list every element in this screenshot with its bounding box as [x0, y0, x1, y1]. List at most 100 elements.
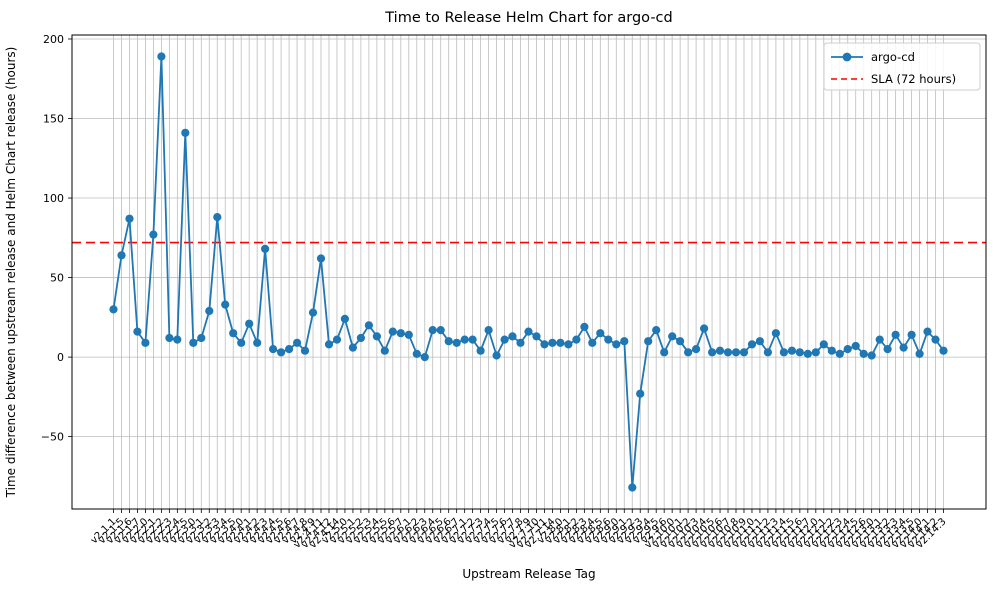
series-group: [109, 52, 948, 492]
y-tick-label: −50: [41, 430, 64, 443]
data-point-marker: [109, 305, 118, 314]
plot-border: [71, 34, 987, 510]
data-point-marker: [492, 351, 501, 360]
data-point-marker: [245, 319, 254, 328]
data-point-marker: [269, 345, 278, 354]
data-point-marker: [644, 337, 653, 346]
data-point-marker: [277, 348, 286, 357]
data-point-marker: [731, 348, 741, 357]
data-point-marker: [771, 329, 781, 338]
data-point-marker: [875, 335, 884, 344]
data-point-marker: [819, 340, 828, 349]
legend-series-label: argo-cd: [871, 50, 915, 64]
data-point-marker: [133, 327, 142, 336]
data-point-marker: [668, 332, 677, 341]
data-point-marker: [676, 337, 685, 346]
data-point-marker: [149, 230, 158, 239]
data-point-marker: [795, 348, 804, 357]
data-point-marker: [835, 349, 844, 358]
data-point-marker: [708, 348, 717, 357]
data-point-marker: [660, 348, 669, 357]
data-point-marker: [388, 327, 397, 336]
y-axis-label: Time difference between upstream release…: [4, 47, 18, 499]
chart-title: Time to Release Helm Chart for argo-cd: [384, 10, 672, 26]
data-point-marker: [723, 348, 733, 357]
data-point-marker: [181, 128, 190, 137]
data-point-marker: [700, 324, 709, 333]
data-point-marker: [851, 341, 860, 351]
data-point-marker: [221, 300, 230, 309]
data-point-marker: [596, 329, 605, 338]
data-point-marker: [412, 349, 421, 358]
grid-lines: [72, 35, 986, 509]
data-point-marker: [580, 322, 589, 331]
data-point-marker: [923, 327, 932, 336]
data-point-marker: [803, 349, 812, 358]
data-point-marker: [261, 244, 270, 253]
data-point-marker: [253, 338, 262, 347]
data-point-marker: [476, 346, 485, 355]
data-point-marker: [157, 52, 166, 61]
x-axis-label: Upstream Release Tag: [462, 567, 595, 581]
data-point-marker: [452, 338, 461, 347]
data-point-marker: [684, 348, 693, 357]
data-point-marker: [899, 343, 908, 352]
data-point-marker: [396, 329, 405, 338]
data-point-marker: [620, 337, 629, 346]
y-tick-label: 100: [43, 192, 64, 205]
data-point-marker: [891, 330, 900, 339]
data-point-marker: [548, 338, 557, 347]
data-point-marker: [324, 340, 334, 349]
data-point-marker: [692, 345, 701, 354]
data-point-marker: [444, 337, 453, 346]
data-point-marker: [556, 338, 565, 347]
data-point-marker: [484, 326, 493, 335]
data-point-marker: [308, 308, 318, 317]
data-point-marker: [237, 338, 246, 347]
data-point-marker: [907, 330, 916, 339]
data-point-marker: [229, 329, 238, 338]
legend-series-sample-marker: [842, 52, 852, 62]
data-point-marker: [404, 330, 413, 339]
data-point-marker: [604, 335, 613, 344]
data-point-marker: [628, 483, 637, 492]
data-point-marker: [340, 314, 349, 323]
data-point-marker: [332, 335, 342, 344]
data-point-marker: [293, 338, 302, 347]
data-point-marker: [636, 389, 645, 398]
data-point-marker: [915, 349, 924, 358]
data-point-marker: [285, 345, 294, 354]
y-tick-label: 0: [57, 351, 64, 364]
data-point-marker: [316, 254, 326, 263]
data-point-marker: [213, 213, 222, 222]
data-point-marker: [715, 346, 725, 355]
axis-tick-labels: v2.1.1v2.1.5v2.1.6v2.1.7v2.2.0v2.2.1v2.2…: [41, 33, 949, 551]
data-point-marker: [117, 251, 126, 260]
data-point-marker: [755, 337, 765, 346]
legend-sla-label: SLA (72 hours): [871, 72, 956, 86]
data-point-marker: [779, 348, 789, 357]
data-point-marker: [827, 346, 836, 355]
data-point-marker: [500, 335, 509, 344]
legend: argo-cd SLA (72 hours): [823, 42, 981, 91]
data-point-marker: [300, 346, 310, 355]
data-point-marker: [843, 345, 852, 354]
data-point-marker: [436, 326, 445, 335]
data-point-marker: [468, 335, 477, 344]
data-point-marker: [141, 338, 150, 347]
data-point-marker: [652, 326, 661, 335]
data-point-marker: [524, 327, 533, 336]
data-point-marker: [939, 346, 948, 355]
data-point-marker: [189, 338, 198, 347]
data-point-marker: [564, 340, 573, 349]
data-point-marker: [763, 348, 773, 357]
data-point-marker: [125, 214, 134, 223]
data-point-marker: [420, 353, 429, 362]
data-point-marker: [747, 340, 757, 349]
data-point-marker: [867, 351, 876, 360]
data-point-marker: [859, 349, 868, 358]
data-point-marker: [428, 326, 437, 335]
y-tick-label: 50: [50, 271, 64, 284]
data-point-marker: [588, 338, 597, 347]
